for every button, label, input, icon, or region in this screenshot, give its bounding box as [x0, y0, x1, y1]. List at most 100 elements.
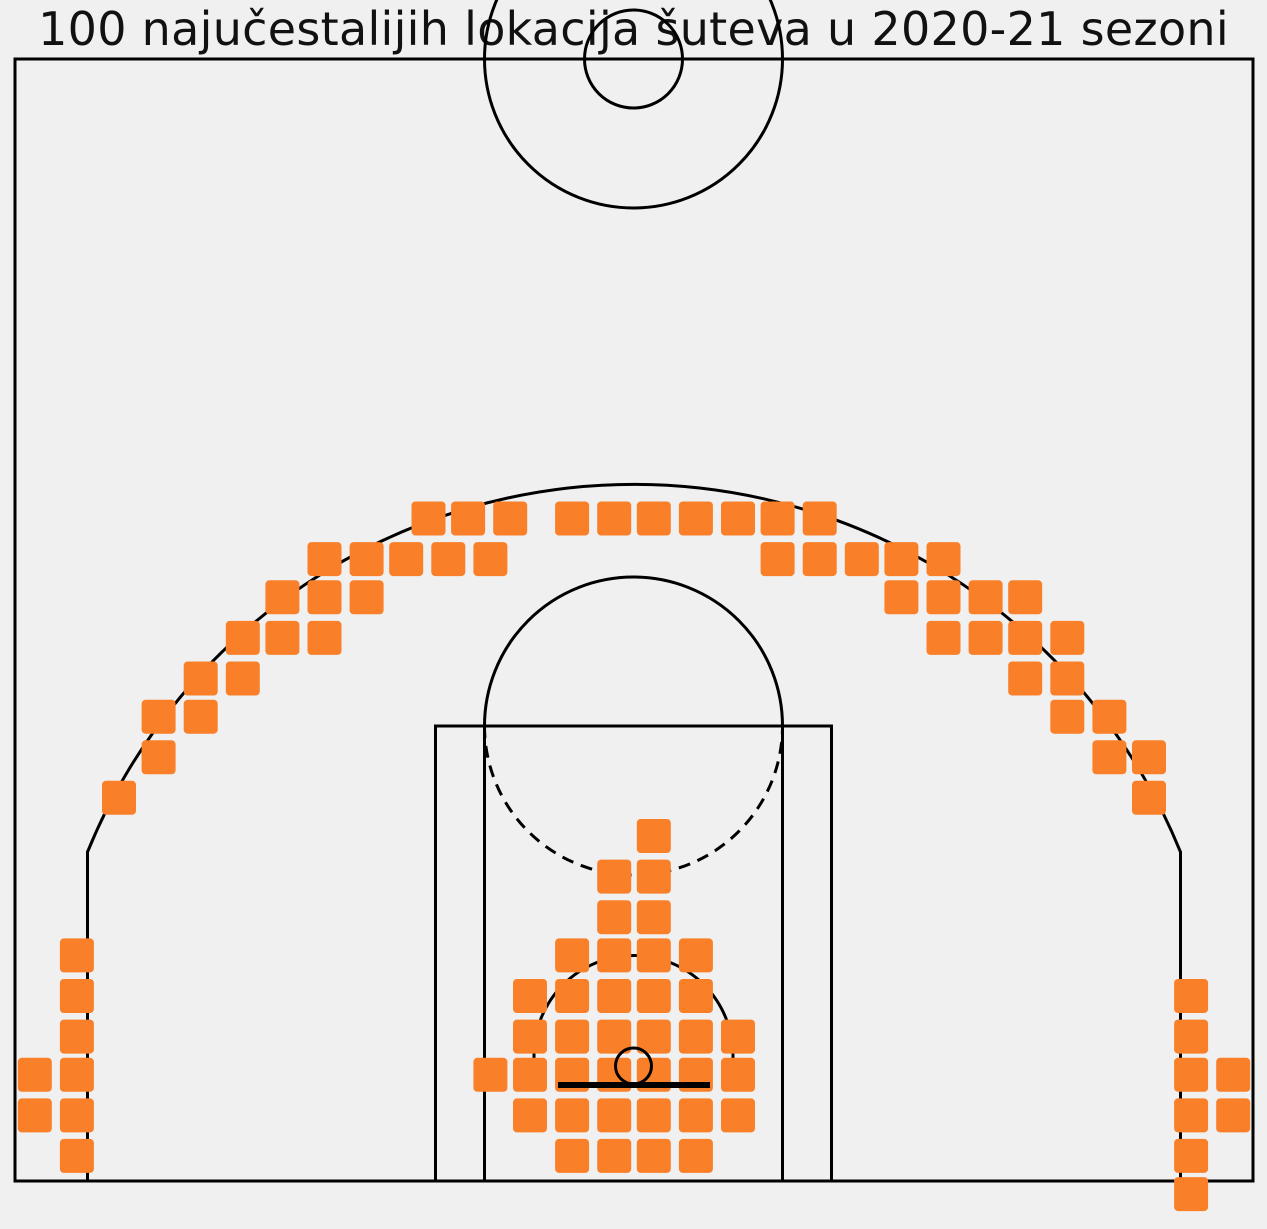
shot-marker	[597, 1138, 632, 1173]
center-circle-outer	[483, 0, 784, 210]
shot-marker	[802, 542, 837, 577]
shot-marker	[451, 501, 486, 536]
shot-marker	[555, 938, 590, 973]
shot-marker	[678, 1019, 713, 1054]
shot-marker	[59, 1057, 94, 1092]
shot-marker	[389, 542, 424, 577]
shot-marker	[636, 1138, 671, 1173]
shot-marker	[307, 542, 342, 577]
shot-marker	[307, 620, 342, 655]
shot-marker	[513, 1098, 547, 1133]
shot-marker	[17, 1057, 52, 1092]
shot-marker	[349, 542, 384, 577]
shot-marker	[1008, 661, 1043, 696]
court-lines	[13, 0, 1255, 1183]
shot-marker	[597, 900, 632, 935]
shot-marker	[59, 1019, 94, 1054]
shot-marker	[513, 979, 547, 1013]
free-throw-circle-bottom	[483, 725, 784, 877]
shot-marker	[1174, 1019, 1209, 1054]
shot-marker	[884, 580, 919, 615]
shot-marker	[225, 661, 260, 696]
shot-marker	[597, 859, 632, 894]
shot-marker	[721, 501, 755, 536]
paint-inner-box	[483, 724, 784, 1183]
shot-marker	[721, 1098, 755, 1133]
shot-marker	[636, 1019, 671, 1054]
paint-outer-box	[434, 724, 833, 1183]
shot-marker	[721, 1019, 755, 1054]
shot-marker	[968, 620, 1003, 655]
shot-marker	[1174, 1177, 1209, 1212]
shot-marker	[473, 1057, 508, 1092]
shot-marker	[513, 1019, 547, 1054]
court-front-lines	[558, 1046, 710, 1088]
shot-marker	[968, 580, 1003, 615]
shot-marker	[1216, 1098, 1251, 1133]
restricted-area-arc	[532, 954, 735, 1066]
shot-marker	[597, 1098, 632, 1133]
shot-marker	[555, 501, 590, 536]
shot-marker	[1008, 620, 1043, 655]
shot-marker	[1216, 1057, 1251, 1092]
shot-marker	[1174, 1138, 1209, 1173]
shot-marker	[721, 1057, 755, 1092]
shot-marker	[1050, 699, 1085, 734]
shot-marker	[1174, 1057, 1209, 1092]
shot-marker	[183, 699, 218, 734]
shot-marker	[555, 1098, 590, 1133]
court-boundary	[13, 57, 1255, 1183]
shot-marker	[493, 501, 528, 536]
shot-marker	[636, 819, 671, 853]
shot-marker	[636, 501, 671, 536]
shot-marker	[636, 938, 671, 973]
shot-marker	[760, 501, 795, 536]
shot-marker	[183, 661, 218, 696]
shot-marker	[678, 979, 713, 1013]
shot-marker	[265, 620, 300, 655]
shot-marker	[802, 501, 837, 536]
free-throw-circle-top	[483, 575, 784, 727]
shot-marker	[1092, 740, 1127, 775]
shot-marker	[1174, 979, 1209, 1013]
shot-marker	[636, 900, 671, 935]
shot-marker	[678, 1098, 713, 1133]
shot-marker	[513, 1057, 547, 1092]
shot-marker	[678, 501, 713, 536]
shot-marker	[1174, 1098, 1209, 1133]
shot-marker	[102, 780, 136, 815]
shot-marker	[411, 501, 446, 536]
shot-marker	[926, 620, 961, 655]
shot-marker	[59, 1098, 94, 1133]
shot-marker	[844, 542, 879, 577]
hoop	[614, 1046, 653, 1086]
shot-marker	[678, 938, 713, 973]
shot-marker	[307, 580, 342, 615]
shot-marker	[597, 938, 632, 973]
shot-marker	[225, 620, 260, 655]
shot-marker	[926, 580, 961, 615]
shot-marker	[473, 542, 508, 577]
shot-marker	[884, 542, 919, 577]
shot-marker	[1008, 580, 1043, 615]
shot-marker	[636, 859, 671, 894]
shot-marker	[1132, 780, 1166, 815]
shot-marker	[555, 1019, 590, 1054]
shot-marker	[597, 1019, 632, 1054]
shot-marker	[636, 1098, 671, 1133]
shot-marker	[141, 740, 176, 775]
shot-marker	[141, 699, 176, 734]
shot-marker	[59, 1138, 94, 1173]
shot-marker	[59, 938, 94, 973]
shot-marker	[926, 542, 961, 577]
shot-marker	[597, 979, 632, 1013]
shot-marker	[760, 542, 795, 577]
shot-marker	[431, 542, 466, 577]
shot-marker	[597, 501, 632, 536]
shot-marker	[555, 1138, 590, 1173]
shot-marker	[636, 979, 671, 1013]
shot-marker	[265, 580, 300, 615]
shot-marker	[678, 1138, 713, 1173]
shot-marker	[349, 580, 384, 615]
shot-marker	[1092, 699, 1127, 734]
